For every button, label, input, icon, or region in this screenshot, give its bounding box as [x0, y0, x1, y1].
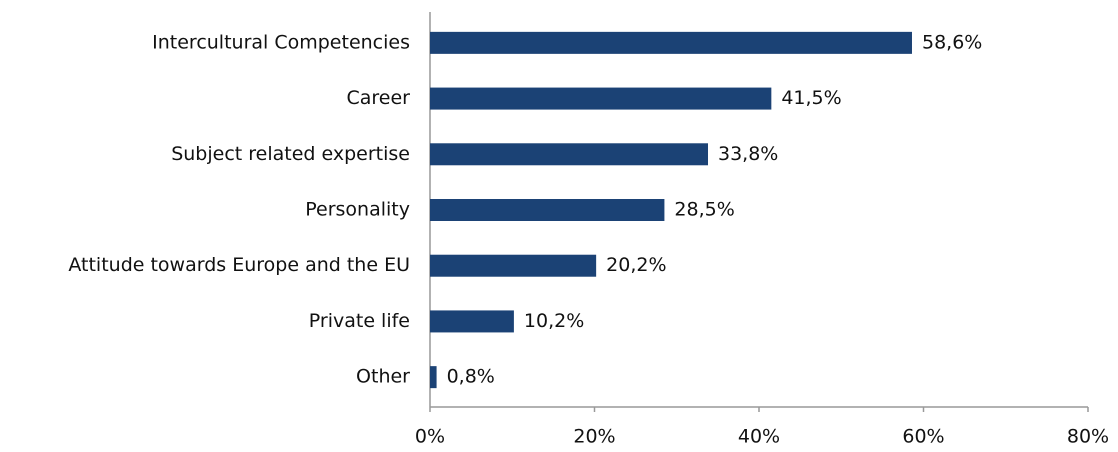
bar [430, 310, 514, 333]
bar [430, 366, 437, 389]
x-tick-label: 80% [1067, 426, 1109, 448]
bar [430, 31, 912, 54]
x-tick-label: 60% [902, 426, 944, 448]
y-tick-label: Personality [305, 199, 410, 221]
data-label: 28,5% [674, 199, 734, 221]
x-tick-label: 40% [738, 426, 780, 448]
y-tick-label: Private life [309, 310, 410, 332]
y-tick-label: Other [356, 366, 410, 388]
data-label: 20,2% [606, 254, 666, 276]
bar [430, 254, 597, 277]
bar [430, 199, 665, 221]
bar [430, 87, 772, 110]
y-tick-label: Subject related expertise [171, 143, 410, 165]
y-tick-label: Attitude towards Europe and the EU [68, 254, 410, 276]
data-label: 0,8% [447, 366, 495, 388]
bar [430, 143, 709, 166]
y-tick-label: Intercultural Competencies [152, 31, 410, 53]
data-label: 58,6% [922, 31, 982, 53]
y-tick-label: Career [347, 87, 411, 109]
data-label: 41,5% [781, 87, 841, 109]
x-tick-label: 0% [415, 426, 445, 448]
data-label: 10,2% [524, 310, 584, 332]
data-label: 33,8% [718, 143, 778, 165]
x-tick-label: 20% [573, 426, 615, 448]
